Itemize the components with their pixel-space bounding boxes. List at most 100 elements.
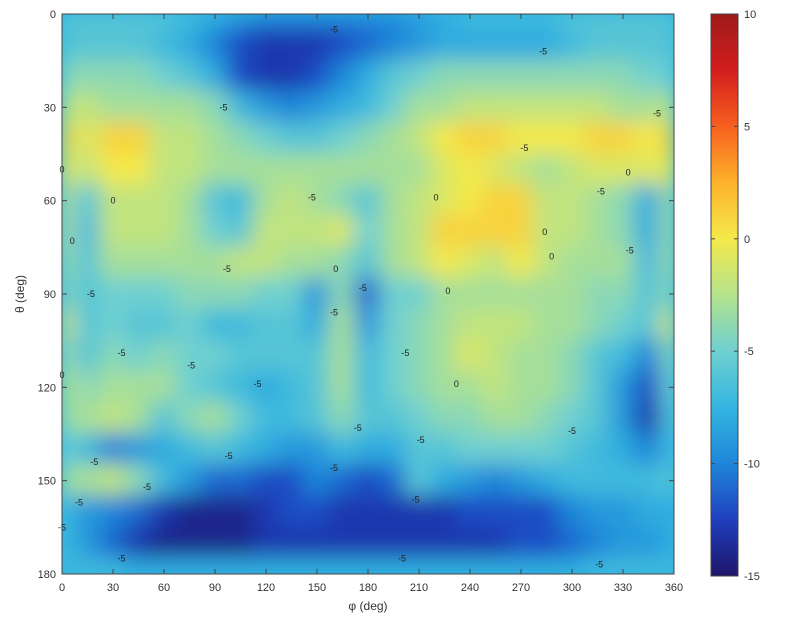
heatmap-cell	[226, 370, 255, 404]
heatmap-cell	[609, 557, 637, 574]
heatmap-cell	[354, 90, 382, 124]
heatmap-cell	[660, 246, 674, 280]
heatmap-cell	[328, 121, 357, 155]
x-tick-label: 270	[512, 582, 530, 594]
heatmap-cell	[150, 370, 178, 404]
heatmap-cell	[150, 59, 178, 93]
heatmap-cell	[354, 526, 382, 560]
heatmap-cell	[379, 401, 408, 435]
heatmap-cell	[583, 339, 612, 373]
heatmap-cell	[354, 215, 382, 249]
heatmap-cell	[634, 308, 663, 342]
heatmap-cell	[201, 557, 229, 574]
heatmap-cell	[532, 339, 561, 373]
heatmap-cell	[201, 308, 229, 342]
heatmap-cell	[481, 370, 510, 404]
heatmap-cell	[532, 14, 561, 31]
heatmap-cell	[634, 14, 663, 31]
heatmap-cell	[62, 90, 76, 124]
heatmap-cell	[252, 370, 280, 404]
heatmap-cell	[277, 153, 306, 187]
y-axis: 0 30 60 90 120 150 180	[38, 9, 674, 581]
heatmap-cell	[303, 339, 331, 373]
heatmap-cell	[634, 401, 663, 435]
heatmap-cell	[124, 246, 153, 280]
y-tick-label: 180	[38, 569, 56, 581]
heatmap-cell	[175, 90, 204, 124]
heatmap-cell	[201, 433, 229, 467]
heatmap-cell	[354, 246, 382, 280]
heatmap-cell	[175, 557, 204, 574]
heatmap-cell	[201, 246, 229, 280]
heatmap-cell	[277, 184, 306, 218]
heatmap-cell	[252, 401, 280, 435]
heatmap-cell	[175, 526, 204, 560]
heatmap-cell	[634, 246, 663, 280]
colorbar-tick-label: 5	[744, 121, 750, 133]
heatmap-cell	[583, 184, 612, 218]
heatmap-cell	[226, 277, 255, 311]
heatmap-cell	[328, 90, 357, 124]
heatmap-cell	[175, 308, 204, 342]
colorbar-ticks: 10 5 0 -5 -10 -15	[711, 9, 760, 583]
heatmap-cell	[99, 121, 127, 155]
heatmap-cell	[430, 184, 459, 218]
heatmap-cell	[226, 246, 255, 280]
heatmap-cell	[328, 246, 357, 280]
heatmap-cell	[583, 121, 612, 155]
heatmap-cell	[303, 433, 331, 467]
heatmap-cell	[609, 401, 637, 435]
x-tick-label: 60	[158, 582, 170, 594]
heatmap-cell	[303, 246, 331, 280]
heatmap-cell	[303, 14, 331, 31]
heatmap-cell	[507, 90, 535, 124]
heatmap-cell	[558, 277, 586, 311]
heatmap-cell	[201, 121, 229, 155]
y-tick-label: 30	[44, 102, 56, 114]
heatmap-cell	[583, 215, 612, 249]
heatmap-cell	[583, 14, 612, 31]
heatmap-cell	[62, 526, 76, 560]
heatmap-cell	[481, 464, 510, 498]
colorbar: 10 5 0 -5 -10 -15	[710, 9, 760, 583]
heatmap-cell	[62, 28, 76, 62]
heatmap-cell	[277, 215, 306, 249]
heatmap-cell	[73, 121, 102, 155]
heatmap-cell	[99, 308, 127, 342]
contour-label: 0	[445, 286, 450, 296]
heatmap-cell	[481, 277, 510, 311]
heatmap-cell	[277, 526, 306, 560]
heatmap-cell	[226, 153, 255, 187]
heatmap-cell	[277, 433, 306, 467]
heatmap-cell	[201, 184, 229, 218]
heatmap-cell	[124, 370, 153, 404]
heatmap-cell	[507, 184, 535, 218]
heatmap-cell	[660, 401, 674, 435]
contour-label: -5	[223, 264, 231, 274]
heatmap-cell	[430, 215, 459, 249]
contour-label: -5	[308, 193, 316, 203]
heatmap-cell	[354, 401, 382, 435]
heatmap-cell	[150, 401, 178, 435]
heatmap-cell	[73, 215, 102, 249]
heatmap-cell	[379, 14, 408, 31]
contour-label: -5	[87, 289, 95, 299]
heatmap-cell	[150, 90, 178, 124]
heatmap-cell	[583, 277, 612, 311]
heatmap-cell	[226, 433, 255, 467]
heatmap-cell	[532, 557, 561, 574]
heatmap-cell	[252, 28, 280, 62]
contour-label: -5	[398, 553, 406, 563]
heatmap-cell	[201, 401, 229, 435]
heatmap-cell	[124, 215, 153, 249]
heatmap-cell	[430, 28, 459, 62]
heatmap-cell	[124, 433, 153, 467]
heatmap-cell	[558, 90, 586, 124]
heatmap-cell	[175, 370, 204, 404]
heatmap-cell	[252, 14, 280, 31]
heatmap-cell	[634, 339, 663, 373]
heatmap-cell	[277, 28, 306, 62]
heatmap-cell	[303, 464, 331, 498]
heatmap-cell	[660, 215, 674, 249]
